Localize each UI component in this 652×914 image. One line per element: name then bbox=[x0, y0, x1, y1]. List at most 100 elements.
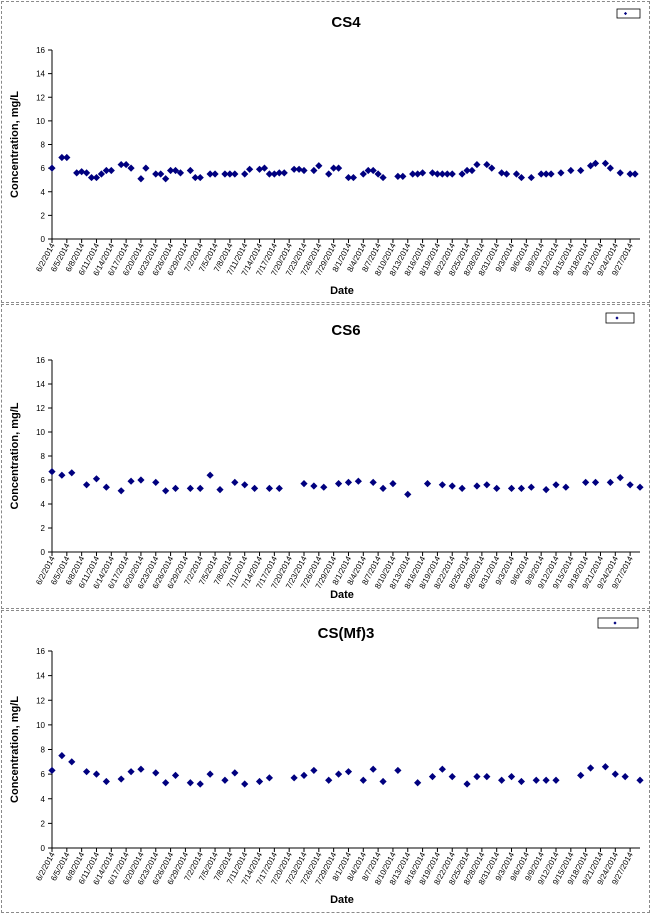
data-point bbox=[58, 752, 66, 760]
legend-box bbox=[597, 617, 639, 629]
data-point bbox=[250, 484, 259, 492]
data-point bbox=[196, 484, 204, 492]
data-point bbox=[438, 765, 446, 773]
data-point bbox=[507, 484, 516, 492]
y-tick-label: 2 bbox=[41, 211, 46, 220]
data-point bbox=[186, 166, 194, 175]
data-point bbox=[152, 478, 160, 486]
y-tick-label: 4 bbox=[41, 500, 46, 509]
data-point bbox=[369, 166, 377, 175]
data-point bbox=[320, 483, 328, 491]
chart-panel-csmf3: CS(Mf)3 0 2 4 6 8 10 12 14 16 6/2/2014 6/5/2014 6/8/… bbox=[1, 610, 650, 913]
chart-panel-cs6: CS6 0 2 4 6 8 10 12 14 16 6/2/2014 6/5/2014 6/8/2014… bbox=[1, 304, 650, 609]
data-point bbox=[137, 476, 145, 484]
data-point bbox=[191, 173, 199, 182]
data-point bbox=[428, 772, 437, 781]
data-point bbox=[473, 772, 481, 781]
data-point bbox=[626, 481, 634, 489]
data-point bbox=[315, 162, 323, 170]
data-point bbox=[290, 774, 298, 782]
legend-box bbox=[605, 312, 635, 324]
data-point bbox=[92, 475, 101, 483]
data-point bbox=[162, 779, 170, 787]
data-point bbox=[404, 490, 412, 498]
y-tick-label: 10 bbox=[36, 117, 45, 126]
data-point bbox=[196, 780, 204, 788]
data-point bbox=[265, 774, 274, 782]
data-point bbox=[379, 173, 387, 182]
data-point bbox=[369, 765, 377, 773]
data-point bbox=[517, 173, 526, 182]
data-point bbox=[334, 480, 343, 488]
data-point bbox=[310, 482, 318, 490]
data-point bbox=[241, 170, 249, 178]
data-point bbox=[537, 170, 545, 178]
data-point bbox=[255, 165, 264, 173]
data-point bbox=[428, 169, 437, 177]
y-tick-label: 16 bbox=[36, 647, 45, 656]
y-axis-label: Concentration, mg/L bbox=[9, 402, 21, 509]
data-point bbox=[448, 482, 456, 490]
data-point bbox=[206, 471, 214, 479]
y-tick-label: 14 bbox=[36, 380, 45, 389]
data-point bbox=[290, 165, 298, 173]
data-point bbox=[364, 166, 372, 175]
data-point bbox=[542, 776, 550, 784]
data-point bbox=[102, 483, 110, 491]
chart-cs6: CS602468101214166/2/20146/5/20146/8/2014… bbox=[9, 312, 644, 601]
data-point bbox=[631, 170, 639, 178]
data-point bbox=[483, 481, 491, 489]
data-point bbox=[260, 164, 269, 172]
data-point bbox=[206, 770, 214, 778]
data-point bbox=[418, 169, 427, 177]
chart-title: CS6 bbox=[331, 322, 360, 339]
data-point bbox=[611, 770, 619, 778]
data-point bbox=[582, 478, 590, 486]
data-point bbox=[300, 480, 308, 488]
y-axis-label: Concentration, mg/L bbox=[9, 91, 21, 198]
data-point bbox=[616, 474, 624, 482]
y-tick-label: 10 bbox=[36, 428, 45, 437]
data-point bbox=[334, 770, 343, 778]
data-point bbox=[438, 170, 446, 178]
data-point bbox=[379, 777, 387, 786]
data-point bbox=[473, 482, 481, 490]
data-point bbox=[68, 469, 76, 477]
chart-cs4: CS402468101214166/2/20146/5/20146/8/2014… bbox=[9, 8, 641, 297]
data-point bbox=[186, 779, 194, 787]
data-point bbox=[349, 173, 358, 182]
data-point bbox=[517, 484, 526, 492]
data-point bbox=[577, 771, 585, 779]
data-point bbox=[186, 484, 194, 492]
data-point bbox=[127, 768, 135, 776]
data-point bbox=[498, 776, 506, 784]
data-point bbox=[48, 164, 56, 172]
data-point bbox=[58, 471, 66, 479]
data-point bbox=[423, 480, 432, 488]
data-point bbox=[562, 483, 570, 491]
data-point bbox=[196, 173, 204, 182]
chart-title: CS4 bbox=[331, 14, 361, 31]
data-point bbox=[325, 776, 333, 784]
data-point bbox=[142, 164, 150, 172]
data-point bbox=[626, 170, 634, 178]
data-point bbox=[176, 169, 185, 177]
data-point bbox=[463, 780, 471, 788]
data-point bbox=[68, 758, 76, 766]
data-point bbox=[92, 173, 101, 182]
data-point bbox=[394, 766, 402, 775]
data-point bbox=[493, 484, 501, 492]
data-point bbox=[606, 478, 614, 486]
data-point bbox=[152, 170, 160, 178]
legend-marker bbox=[613, 621, 617, 625]
data-point bbox=[369, 478, 377, 486]
chart-panel-cs4: CS4 0 2 4 6 8 10 12 14 16 6/2/2014 6/5/2014 6/8/2014… bbox=[1, 1, 650, 303]
data-point bbox=[443, 170, 451, 178]
legend-marker bbox=[623, 11, 628, 16]
data-point bbox=[97, 170, 106, 178]
data-point bbox=[241, 780, 249, 788]
y-tick-label: 6 bbox=[41, 770, 46, 779]
data-point bbox=[586, 764, 595, 772]
data-point bbox=[389, 480, 397, 488]
data-point bbox=[63, 153, 71, 162]
